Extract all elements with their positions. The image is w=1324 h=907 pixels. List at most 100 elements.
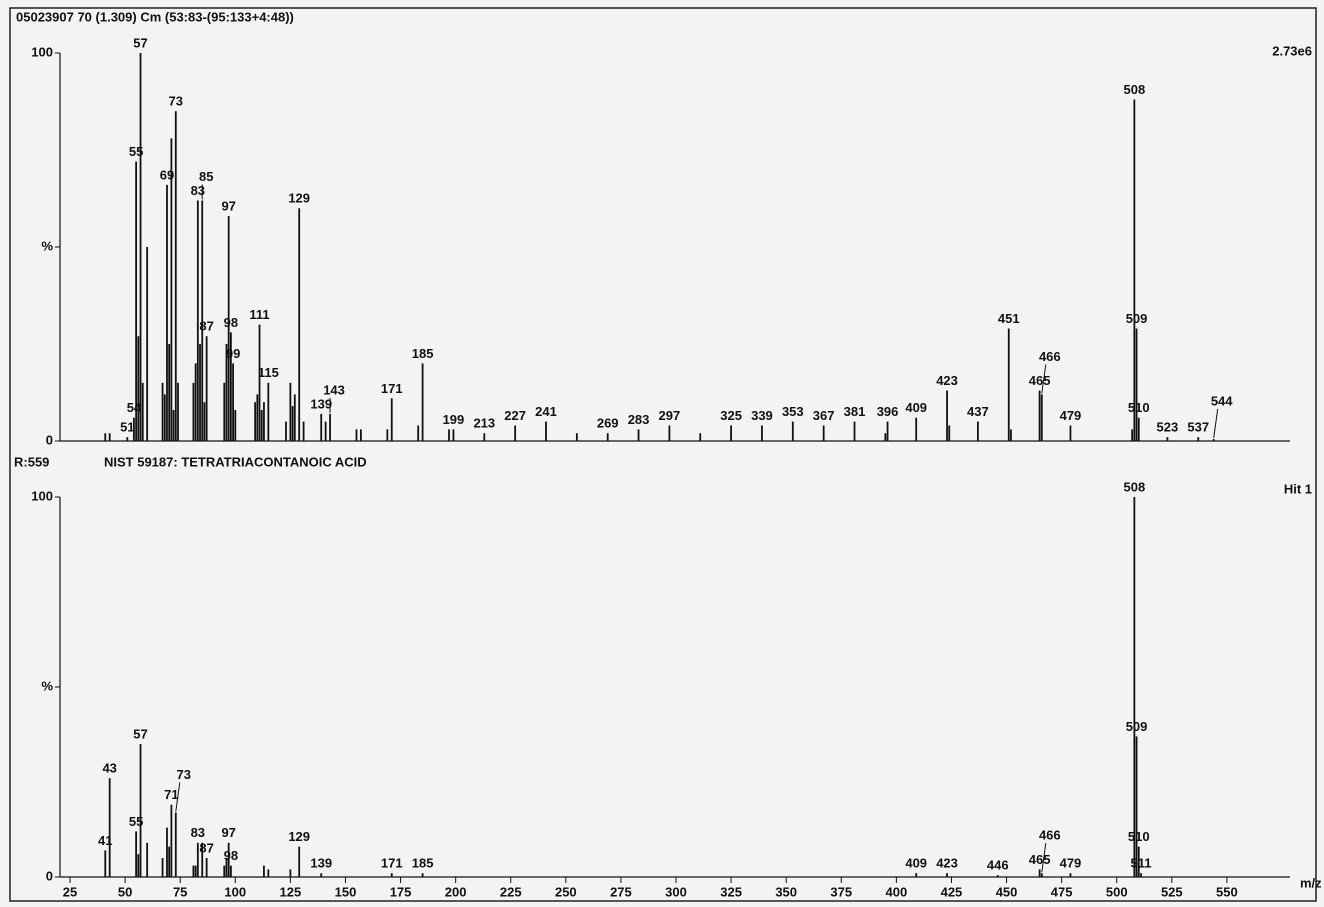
peak-label: 241: [535, 404, 557, 419]
hit-label: Hit 1: [1284, 481, 1312, 496]
run-header: 05023907 70 (1.309) Cm (53:83-(95:133+4:…: [16, 9, 294, 24]
x-tick-label: 125: [280, 884, 302, 899]
peak-label: 511: [1130, 856, 1151, 871]
label-leader: [175, 782, 181, 812]
x-tick-label: 425: [941, 884, 963, 899]
label-leader: [1041, 364, 1047, 394]
peak-label: 465: [1029, 373, 1051, 388]
x-tick-label: 50: [118, 884, 132, 899]
peak-label: 185: [412, 856, 434, 871]
library-title: NIST 59187: TETRATRIACONTANOIC ACID: [104, 454, 367, 469]
x-tick-label: 25: [63, 884, 77, 899]
peak-label: 353: [782, 404, 804, 419]
x-tick-label: 225: [500, 884, 522, 899]
peak-label: 479: [1060, 856, 1082, 871]
peak-label: 73: [169, 94, 183, 109]
x-tick-label: 200: [445, 884, 467, 899]
x-tick-label: 550: [1216, 884, 1238, 899]
peak-label: 97: [221, 825, 235, 840]
peak-label: 129: [288, 191, 310, 206]
peak-label: 544: [1211, 393, 1233, 408]
x-tick-label: 500: [1106, 884, 1128, 899]
peak-label: 297: [659, 408, 681, 423]
x-axis-label: m/z: [1300, 875, 1322, 890]
x-tick-label: 75: [173, 884, 187, 899]
peak-label: 367: [813, 408, 835, 423]
label-leader: [1213, 408, 1219, 439]
y-tick-label: 0: [46, 868, 53, 883]
peak-label: 446: [987, 858, 1009, 873]
peak-label: 51: [120, 420, 134, 435]
peak-label: 508: [1124, 82, 1146, 97]
label-leader: [1041, 843, 1047, 873]
y-tick-label: %: [41, 678, 53, 693]
peak-label: 97: [221, 198, 235, 213]
peak-label: 283: [628, 412, 650, 427]
peak-label: 171: [381, 381, 403, 396]
peak-label: 509: [1126, 311, 1148, 326]
x-tick-label: 175: [390, 884, 412, 899]
peak-label: 537: [1187, 420, 1209, 435]
peak-label: 409: [905, 856, 927, 871]
peak-label: 465: [1029, 852, 1051, 867]
peak-label: 423: [936, 373, 958, 388]
y-tick-label: 0: [46, 432, 53, 447]
peak-label: 171: [381, 856, 403, 871]
x-tick-label: 525: [1161, 884, 1183, 899]
peak-label: 83: [191, 183, 205, 198]
peak-label: 437: [967, 404, 989, 419]
y-tick-label: 100: [31, 488, 53, 503]
peak-label: 115: [258, 365, 279, 380]
x-tick-label: 250: [555, 884, 577, 899]
x-tick-label: 400: [886, 884, 908, 899]
peak-label: 43: [102, 761, 116, 776]
peak-label: 510: [1128, 400, 1150, 415]
x-tick-label: 350: [775, 884, 797, 899]
peak-label: 339: [751, 408, 773, 423]
peak-label: 396: [877, 404, 899, 419]
x-tick-label: 100: [224, 884, 246, 899]
match-score: R:559: [14, 454, 49, 469]
x-tick-label: 300: [665, 884, 687, 899]
x-tick-label: 275: [610, 884, 632, 899]
peak-label: 509: [1126, 719, 1148, 734]
peak-label: 139: [310, 856, 332, 871]
peak-label: 510: [1128, 829, 1150, 844]
peak-label: 269: [597, 416, 619, 431]
peak-label: 111: [249, 307, 269, 322]
y-tick-label: %: [41, 238, 53, 253]
x-tick-label: 375: [830, 884, 852, 899]
peak-label: 213: [473, 416, 495, 431]
peak-label: 523: [1157, 420, 1179, 435]
peak-label: 381: [844, 404, 866, 419]
y-tick-label: 100: [31, 44, 53, 59]
peak-label: 451: [998, 311, 1020, 326]
peak-label: 98: [224, 315, 238, 330]
peak-label: 423: [936, 856, 958, 871]
peak-label: 466: [1039, 828, 1061, 843]
peak-label: 466: [1039, 349, 1061, 364]
peak-label: 57: [133, 35, 147, 50]
x-tick-label: 450: [996, 884, 1018, 899]
peak-label: 71: [164, 787, 178, 802]
peak-label: 325: [720, 408, 742, 423]
peak-label: 99: [226, 346, 240, 361]
peak-label: 409: [905, 400, 927, 415]
x-tick-label: 475: [1051, 884, 1073, 899]
peak-label: 508: [1124, 479, 1146, 494]
peak-label: 185: [412, 346, 434, 361]
peak-label: 85: [199, 169, 213, 184]
peak-label: 143: [323, 382, 345, 397]
peak-label: 199: [443, 412, 465, 427]
x-tick-label: 325: [720, 884, 742, 899]
peak-label: 129: [288, 829, 310, 844]
peak-label: 479: [1060, 408, 1082, 423]
peak-label: 227: [504, 408, 526, 423]
peak-label: 87: [199, 319, 213, 334]
peak-label: 73: [177, 767, 191, 782]
peak-label: 139: [310, 396, 332, 411]
x-tick-label: 150: [335, 884, 357, 899]
peak-label: 83: [191, 825, 205, 840]
intensity-scale: 2.73e6: [1272, 43, 1312, 58]
